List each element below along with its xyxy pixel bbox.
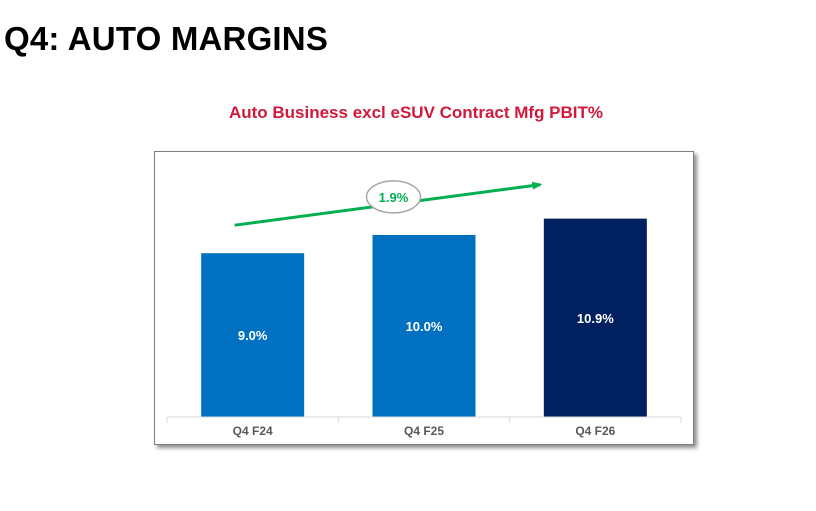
bar-value-label: 10.9% (577, 311, 614, 326)
bar-chart: 9.0% 10.0% 10.9% Q4 F24 Q4 F25 Q4 F26 1.9% (166, 180, 682, 438)
trend-label: 1.9% (379, 190, 409, 205)
bar-value-label: 9.0% (238, 328, 268, 343)
bar-value-label: 10.0% (406, 319, 443, 334)
bar-q4-f25 (372, 235, 476, 417)
bar-q4-f24 (201, 253, 305, 417)
chart-title: Auto Business excl eSUV Contract Mfg PBI… (228, 103, 604, 122)
bar-q4-f26 (543, 218, 647, 417)
category-label: Q4 F25 (404, 424, 444, 438)
page-title: Q4: AUTO MARGINS (4, 20, 329, 57)
category-label: Q4 F26 (575, 424, 615, 438)
trend-label-bubble (365, 180, 422, 214)
chart-frame: 9.0% 10.0% 10.9% Q4 F24 Q4 F25 Q4 F26 1.9% (154, 151, 694, 445)
category-label: Q4 F24 (233, 424, 273, 438)
